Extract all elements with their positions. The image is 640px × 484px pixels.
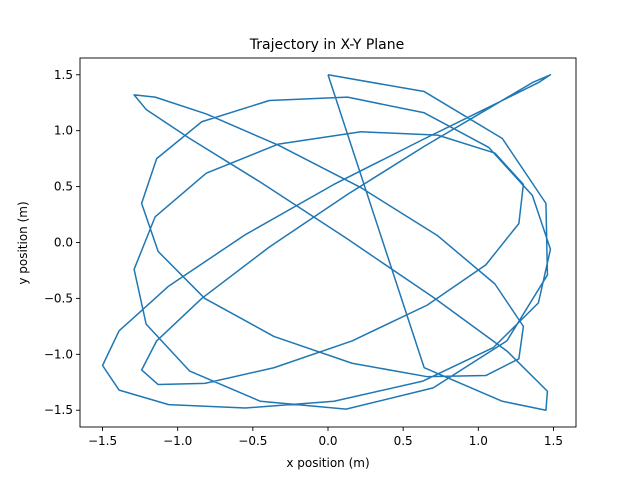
x-tick-label: 0.0 [318, 434, 337, 448]
y-tick-label: −1.5 [44, 403, 73, 417]
x-tick-label: −1.0 [163, 434, 192, 448]
x-tick-label: 1.0 [469, 434, 488, 448]
y-tick-label: −1.0 [44, 347, 73, 361]
x-tick-label: 0.5 [394, 434, 413, 448]
x-axis-label: x position (m) [286, 456, 369, 470]
series-line-0 [101, 74, 552, 411]
x-tick-label: 1.5 [544, 434, 563, 448]
y-axis-label: y position (m) [16, 201, 30, 284]
x-tick-label: −1.5 [88, 434, 117, 448]
y-tick-label: 1.0 [54, 124, 73, 138]
data-series [101, 74, 552, 411]
y-tick-label: 0.5 [54, 180, 73, 194]
x-axis: −1.5 −1.0 −0.5 0.0 0.5 1.0 1.5 [88, 427, 563, 448]
y-tick-label: 0.0 [54, 236, 73, 250]
y-axis: −1.5 −1.0 −0.5 0.0 0.5 1.0 1.5 [44, 68, 80, 417]
x-tick-label: −0.5 [238, 434, 267, 448]
y-tick-label: −0.5 [44, 291, 73, 305]
chart-title: Trajectory in X-Y Plane [249, 37, 404, 53]
y-tick-label: 1.5 [54, 68, 73, 82]
